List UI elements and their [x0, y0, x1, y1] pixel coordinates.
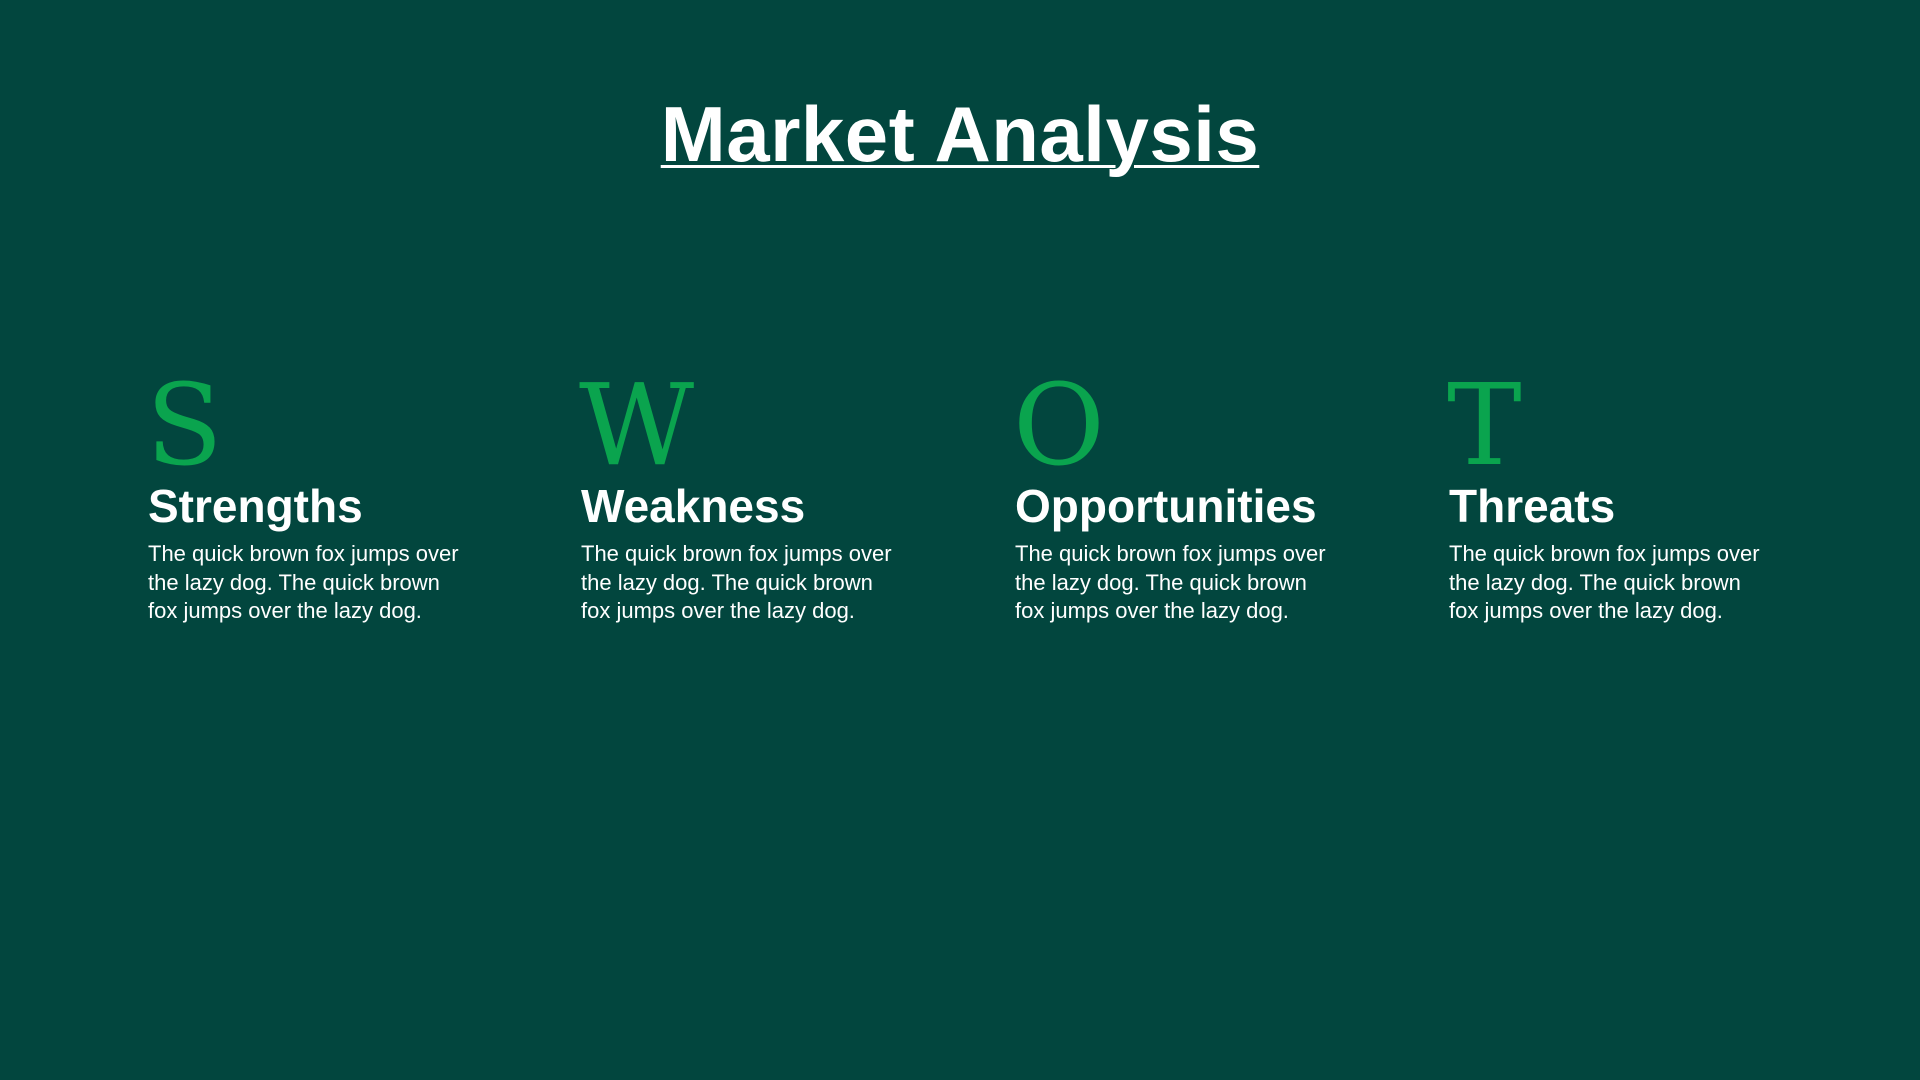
swot-letter-o: O — [1013, 361, 1105, 491]
swot-body-threats: The quick brown fox jumps over the lazy … — [1449, 541, 1760, 623]
swot-heading-threats: Threats — [1449, 480, 1616, 532]
swot-letter-s: S — [146, 361, 223, 491]
swot-body-strengths: The quick brown fox jumps over the lazy … — [148, 541, 459, 623]
swot-body-weakness: The quick brown fox jumps over the lazy … — [581, 541, 892, 623]
swot-heading-weakness: Weakness — [581, 480, 806, 532]
swot-letter-t: T — [1447, 361, 1522, 491]
swot-opportunities: O Opportunities The quick brown fox jump… — [1013, 361, 1335, 692]
swot-threats: T Threats The quick brown fox jumps over… — [1447, 361, 1769, 692]
swot-strengths: S Strengths The quick brown fox jumps ov… — [146, 361, 468, 692]
swot-heading-opportunities: Opportunities — [1015, 480, 1317, 532]
swot-letter-w: W — [579, 361, 695, 491]
swot-body-opportunities: The quick brown fox jumps over the lazy … — [1015, 541, 1326, 623]
swot-heading-strengths: Strengths — [148, 480, 363, 532]
page-title-text: Market Analysis — [660, 90, 1260, 178]
page-title: Market Analysis — [0, 88, 1920, 180]
swot-grid: S Strengths The quick brown fox jumps ov… — [146, 361, 1788, 692]
swot-weakness: W Weakness The quick brown fox jumps ove… — [579, 361, 901, 692]
